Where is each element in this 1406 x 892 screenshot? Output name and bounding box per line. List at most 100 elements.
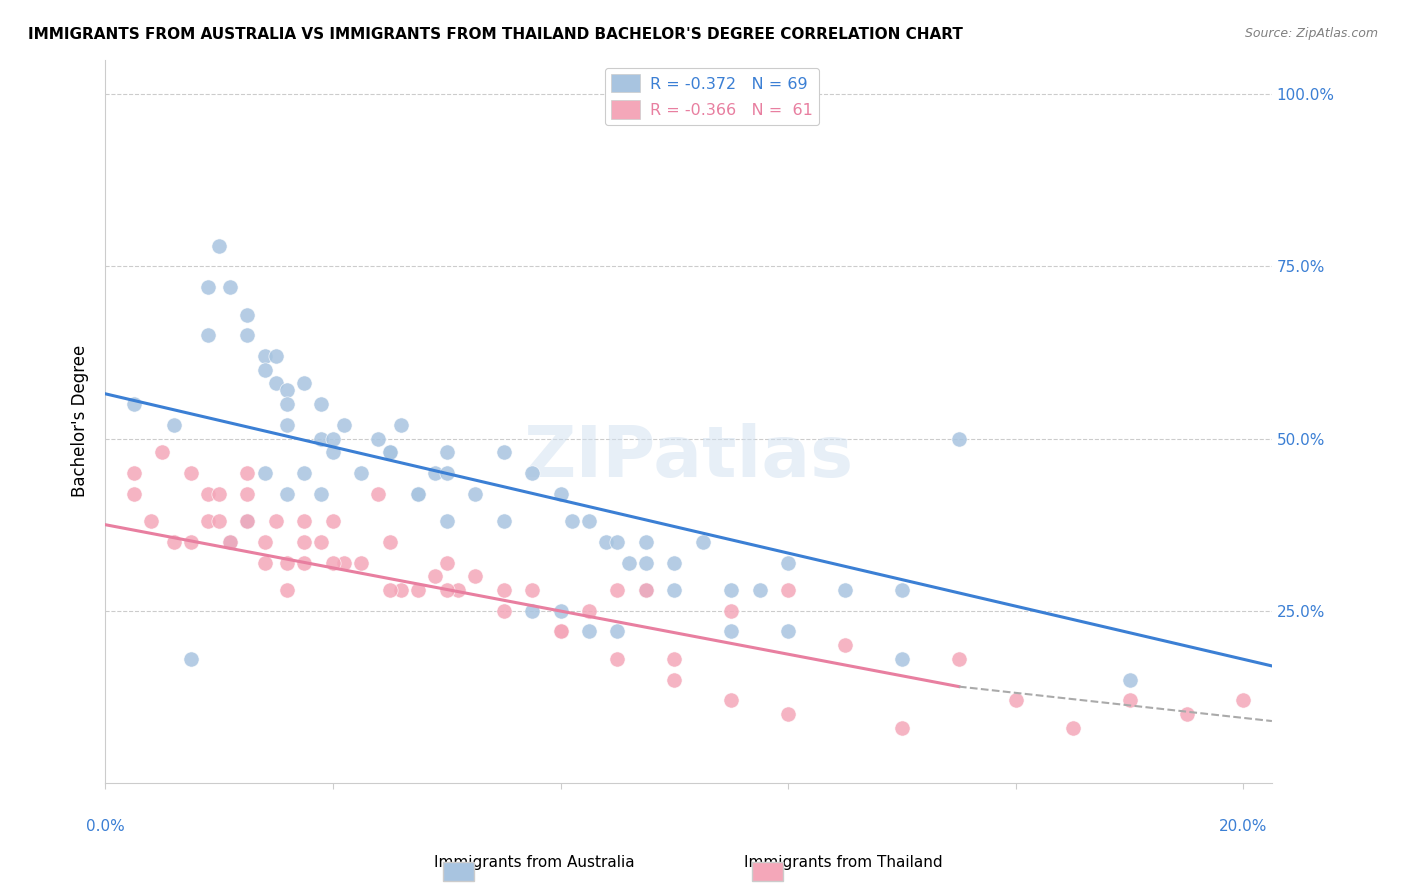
Point [720,583,742,598]
Point [253,362,276,376]
Point [236,308,259,322]
Point [150,445,173,459]
Point [634,583,657,598]
Point [264,376,287,391]
Point [208,238,231,252]
Point [253,466,276,480]
Point [253,556,276,570]
Point [276,397,298,411]
Point [550,486,572,500]
Point [122,466,145,480]
Point [436,514,458,528]
Point [948,652,970,666]
Point [276,486,298,500]
Point [550,624,572,639]
Point [294,556,316,570]
Point [294,376,316,391]
Point [197,280,219,294]
Point [606,652,628,666]
Point [778,624,800,639]
Point [617,556,640,570]
Point [197,486,219,500]
Point [236,514,259,528]
Text: Immigrants from Australia: Immigrants from Australia [434,855,634,870]
Point [720,693,742,707]
Text: ZIPatlas: ZIPatlas [523,423,853,492]
Text: Immigrants from Thailand: Immigrants from Thailand [744,855,943,870]
Point [834,638,856,652]
Point [311,535,333,549]
Point [550,604,572,618]
Point [436,445,458,459]
Point [162,417,184,432]
Point [367,486,389,500]
Point [550,624,572,639]
Point [447,583,470,598]
Point [948,432,970,446]
Point [595,535,617,549]
Point [236,486,259,500]
Point [311,397,333,411]
Point [333,556,356,570]
Point [720,624,742,639]
Point [236,514,259,528]
Point [425,466,447,480]
Point [180,535,202,549]
Point [834,583,856,598]
Point [311,486,333,500]
Point [606,583,628,598]
Point [436,556,458,570]
Point [1175,707,1198,722]
Point [634,556,657,570]
Point [350,556,373,570]
Point [634,535,657,549]
Point [122,397,145,411]
Point [748,583,770,598]
Point [492,583,515,598]
Point [891,583,914,598]
Point [1004,693,1026,707]
Point [219,535,242,549]
Point [492,514,515,528]
Point [389,417,412,432]
Point [436,466,458,480]
Point [389,583,412,598]
Point [520,604,543,618]
Point [180,466,202,480]
Point [692,535,714,549]
Point [578,624,600,639]
Point [664,673,686,687]
Point [425,569,447,583]
Point [253,349,276,363]
Point [322,445,344,459]
Point [322,514,344,528]
Point [578,514,600,528]
Y-axis label: Bachelor's Degree: Bachelor's Degree [72,345,89,498]
Point [122,486,145,500]
Point [276,384,298,398]
Point [561,514,583,528]
Point [139,514,162,528]
Point [1062,721,1084,735]
Point [664,652,686,666]
Point [219,280,242,294]
Point [1232,693,1254,707]
Point [891,721,914,735]
Point [664,583,686,598]
Point [276,556,298,570]
Legend: R = -0.372   N = 69, R = -0.366   N =  61: R = -0.372 N = 69, R = -0.366 N = 61 [605,68,818,125]
Point [520,583,543,598]
Point [276,583,298,598]
Text: 20.0%: 20.0% [1219,819,1268,834]
Point [1118,673,1140,687]
Text: 0.0%: 0.0% [86,819,125,834]
Point [208,486,231,500]
Point [162,535,184,549]
Point [378,535,401,549]
Point [294,466,316,480]
Point [634,583,657,598]
Point [606,535,628,549]
Point [378,445,401,459]
Point [664,556,686,570]
Point [406,486,429,500]
